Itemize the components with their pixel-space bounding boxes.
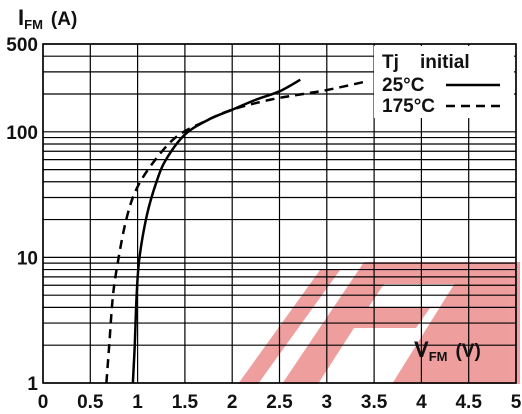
x-tick-label: 3 [322,392,333,413]
series-layer [105,78,365,384]
x-tick-label: 4 [416,392,427,413]
y-tick-label: 10 [17,248,38,269]
y-axis-subscript: FM [24,17,43,32]
x-tick-label: 1.5 [172,392,199,413]
y-axis-title: IFM (A) [18,5,77,32]
tick-labels: 0 0.5 1 1.5 2 2.5 3 3.5 4 4.5 5 1 10 100 500 [6,35,521,413]
x-axis-symbol: V [414,337,429,362]
y-tick-label: 500 [6,35,38,56]
y-tick-label: 100 [6,123,38,144]
x-tick-label: 2 [227,392,238,413]
plot-frame [42,43,517,384]
x-tick-label: 4.5 [455,392,482,413]
x-tick-label: 3.5 [361,392,388,413]
x-axis-unit: (V) [455,341,480,362]
x-tick-label: 1 [132,392,143,413]
y-axis-unit: (A) [51,9,77,30]
legend: Tj initial 25°C 175°C [374,46,514,118]
legend-label-175c: 175°C [382,96,435,117]
x-tick-label: 5 [511,392,522,413]
legend-title: Tj initial [382,52,470,73]
x-tick-label: 2.5 [266,392,293,413]
x-axis-subscript: FM [429,349,448,364]
x-tick-label: 0.5 [77,392,104,413]
x-axis-title: VFM (V) [414,337,481,364]
series-line-175c [105,80,365,384]
y-axis-symbol: I [18,5,24,30]
legend-background [374,46,514,118]
x-tick-label: 0 [38,392,49,413]
series-line-25c [131,78,301,384]
y-tick-label: 1 [27,374,38,395]
legend-label-25c: 25°C [382,75,425,96]
